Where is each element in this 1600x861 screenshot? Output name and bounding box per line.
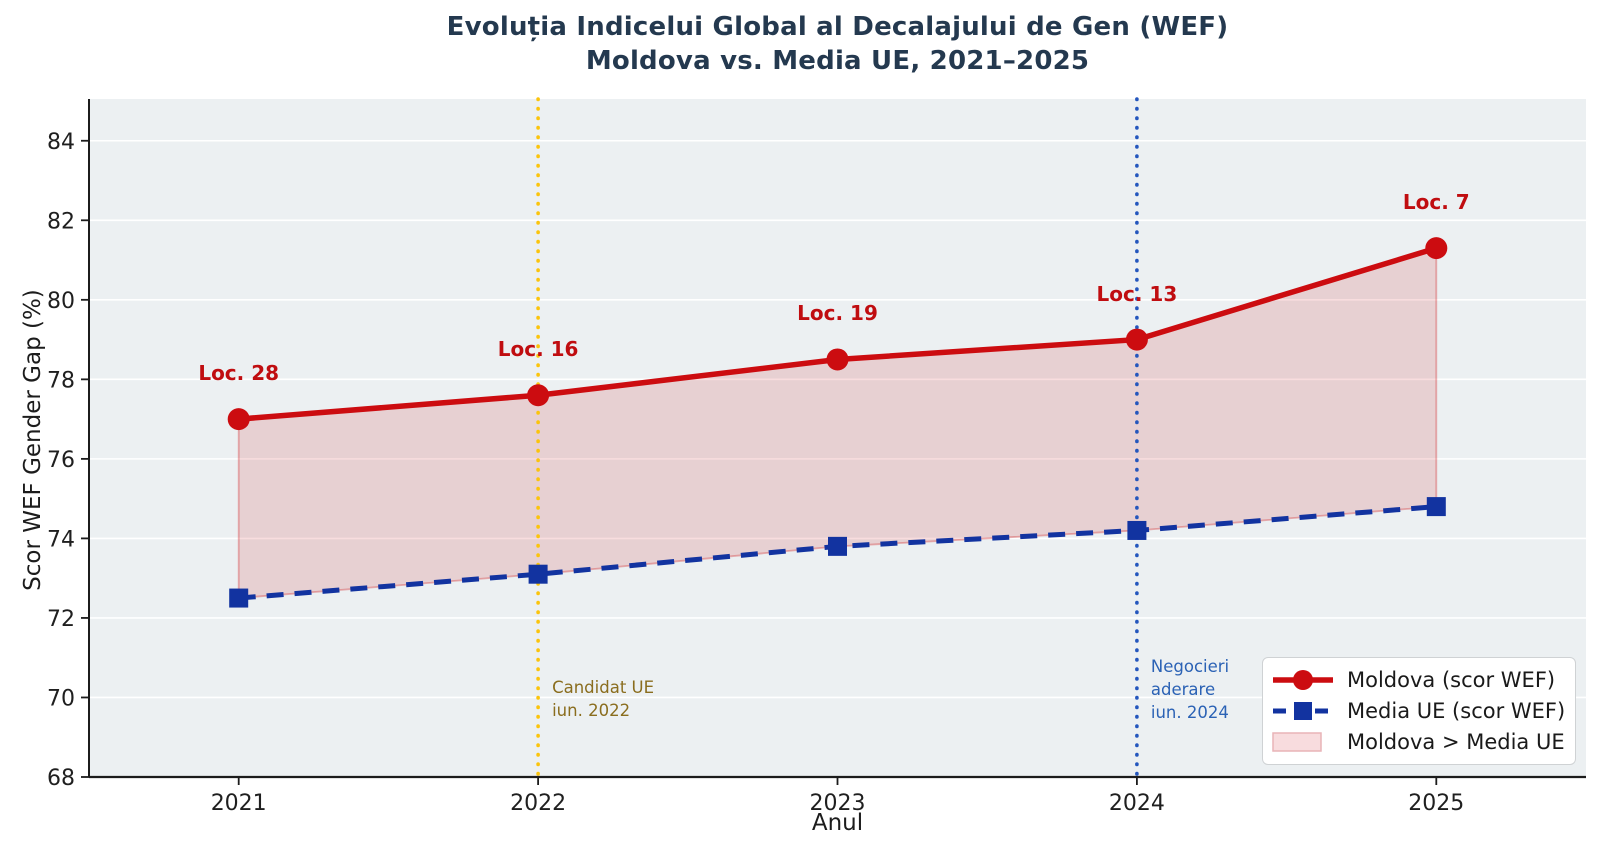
moldova-marker-2024 [1125, 328, 1148, 351]
media-ue-line-swatch-icon [1273, 701, 1333, 720]
chart-subtitle: Moldova vs. Media UE, 2021–2025 [585, 46, 1090, 76]
media-ue-marker-2024 [1127, 520, 1147, 540]
annotation-loc-16: Loc. 16 [497, 337, 579, 362]
legend-label-moldova: Moldova (scor WEF) [1347, 667, 1556, 692]
legend-item-moldova: Moldova (scor WEF) [1271, 668, 1567, 692]
x-tick-label-2025: 2025 [1408, 791, 1464, 816]
legend-item-media-ue: Media UE (scor WEF) [1271, 699, 1567, 723]
media-ue-marker-2021 [229, 588, 249, 608]
y-tick-label-78: 78 [47, 368, 75, 393]
media-ue-marker-2023 [828, 536, 847, 556]
moldova-marker-2021 [227, 408, 250, 431]
annotation-loc-19: Loc. 19 [797, 301, 878, 326]
event-text-2024: Negocieri aderare iun. 2024 [1150, 657, 1230, 722]
legend-label-fill: Moldova > Media UE [1347, 730, 1565, 755]
x-axis-label: Anul [811, 810, 864, 836]
fill-band-swatch-icon [1272, 732, 1322, 753]
legend-label-media-ue: Media UE (scor WEF) [1347, 698, 1566, 723]
media-ue-marker-2022 [528, 564, 548, 584]
y-tick-label-74: 74 [47, 527, 75, 552]
x-tick-label-2024: 2024 [1109, 791, 1165, 816]
media-ue-marker-2025 [1426, 497, 1446, 517]
moldova-marker-2023 [826, 348, 849, 371]
event-text-2022: Candidat UE iun. 2022 [552, 678, 655, 720]
y-tick-label-76: 76 [47, 448, 75, 473]
y-axis-label: Scor WEF Gender Gap (%) [20, 289, 46, 591]
moldova-marker-2022 [527, 384, 550, 407]
x-tick-label-2022: 2022 [510, 791, 566, 816]
y-tick-label-82: 82 [47, 209, 75, 234]
x-tick-label-2023: 2023 [810, 791, 866, 816]
y-tick-label-84: 84 [47, 130, 75, 155]
chart-title: Evoluția Indicelui Global al Decalajului… [446, 12, 1229, 42]
moldova-line-swatch-icon [1273, 669, 1333, 690]
y-tick-label-68: 68 [47, 766, 75, 791]
y-tick-label-70: 70 [47, 686, 75, 711]
annotation-loc-7: Loc. 7 [1402, 190, 1470, 215]
legend-item-fill: Moldova > Media UE [1271, 730, 1567, 754]
legend: Moldova (scor WEF) Media UE (scor WEF) M… [1262, 657, 1576, 765]
y-tick-label-80: 80 [47, 289, 75, 314]
moldova-marker-2025 [1425, 237, 1448, 260]
annotation-loc-13: Loc. 13 [1096, 281, 1178, 306]
x-tick-label-2021: 2021 [211, 791, 267, 816]
annotation-loc-28: Loc. 28 [198, 361, 280, 386]
chart-title-block: Evoluția Indicelui Global al Decalajului… [89, 10, 1586, 78]
y-tick-label-72: 72 [47, 607, 75, 632]
